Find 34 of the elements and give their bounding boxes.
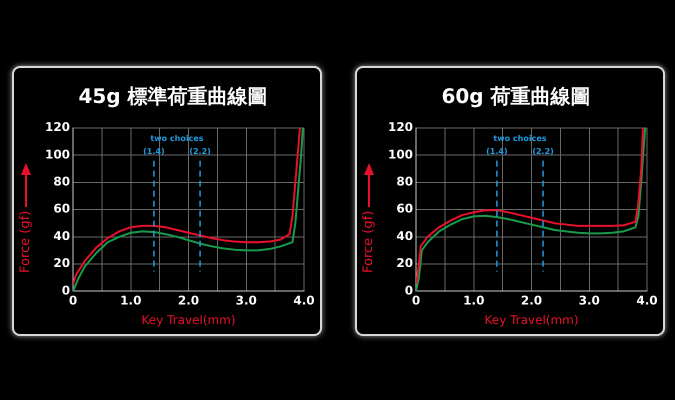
ref-line-label: (1.4) [143,147,165,156]
ref-line-label: (2.2) [189,147,211,156]
y-tick-label: 60 [396,202,414,216]
x-tick-label: 3.0 [578,294,600,308]
y-tick-label: 120 [44,120,70,134]
annotation: two choices [493,134,547,144]
x-tick-label: 2.0 [178,294,200,308]
chart-title: 60g 荷重曲線圖 [441,84,591,108]
y-axis-title: Force (gf) [18,210,33,273]
chart-title: 45g 標準荷重曲線圖 [78,84,268,108]
y-tick-label: 80 [53,174,70,189]
x-axis-title: Key Travel(mm) [484,312,579,327]
y-tick-label: 80 [396,174,414,189]
y-tick-label: 40 [396,228,414,243]
y-tick-label: 100 [44,147,70,162]
y-tick-label: 40 [53,228,70,243]
y-axis-title: Force (gf) [361,210,376,273]
x-tick-label: 4.0 [636,294,658,308]
y-tick-label: 0 [62,283,70,298]
y-tick-label: 20 [396,256,414,270]
ref-line-label: (2.2) [532,147,554,156]
x-tick-label: 3.0 [236,294,257,308]
annotation: two choices [150,134,204,144]
y-tick-label: 0 [404,283,414,298]
y-tick-label: 120 [388,120,414,134]
x-tick-label: 1.0 [120,294,142,308]
y-tick-label: 100 [388,147,414,162]
x-tick-label: 2.0 [520,294,542,308]
ref-line-label: (1.4) [486,147,508,156]
x-axis-title: Key Travel(mm) [142,312,236,327]
y-tick-label: 20 [53,256,70,270]
x-tick-label: 1.0 [463,294,484,308]
x-tick-label: 4.0 [293,294,315,308]
y-tick-label: 60 [53,202,70,216]
